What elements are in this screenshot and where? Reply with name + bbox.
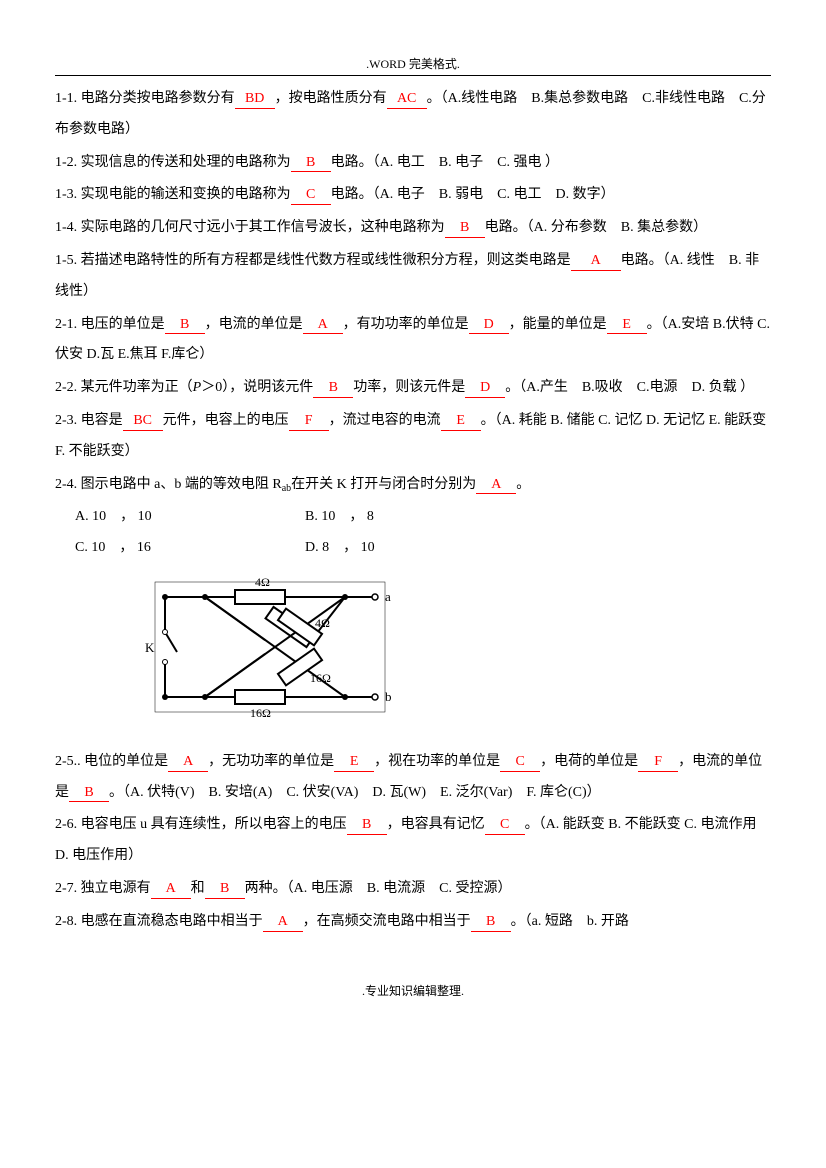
text: 2-7. 独立电源有 <box>55 881 151 896</box>
answer: BC <box>123 413 163 431</box>
text: ，有功功率的单位是 <box>343 317 469 332</box>
text: 2-2. 某元件功率为正（ <box>55 380 193 395</box>
text: 电路。（A. 电工 B. 电子 C. 强电 ） <box>331 155 559 170</box>
text: 。（a. 短路 b. 开路 <box>511 914 629 929</box>
q1-3: 1-3. 实现电能的输送和变换的电路称为C电路。（A. 电子 B. 弱电 C. … <box>55 180 771 211</box>
text: 2-4. 图示电路中 a、b 端的等效电阻 R <box>55 477 282 492</box>
text: ，电流的单位是 <box>205 317 303 332</box>
page-header: .WORD 完美格式. <box>55 55 771 76</box>
answer: B <box>291 155 331 173</box>
answer: A <box>168 754 208 772</box>
answer: B <box>313 380 353 398</box>
text: 电路。（A. 电子 B. 弱电 C. 电工 D. 数字） <box>331 187 615 202</box>
answer: E <box>441 413 481 431</box>
page-footer: .专业知识编辑整理. <box>55 978 771 1004</box>
answer: C <box>291 187 331 205</box>
text: ，电荷的单位是 <box>540 754 638 769</box>
answer: BD <box>235 91 275 109</box>
subscript: ab <box>282 484 291 494</box>
answer: C <box>500 754 540 772</box>
svg-text:4Ω: 4Ω <box>255 575 270 589</box>
text: ，无功功率的单位是 <box>208 754 334 769</box>
q2-4-options: C. 10 ， 16 D. 8 ， 10 <box>55 533 771 564</box>
option-a: A. 10 ， 10 <box>75 502 255 533</box>
text: 。（A. 伏特(V) B. 安培(A) C. 伏安(VA) D. 瓦(W) E.… <box>109 785 601 800</box>
q1-4: 1-4. 实际电路的几何尺寸远小于其工作信号波长，这种电路称为B电路。（A. 分… <box>55 213 771 244</box>
answer: E <box>334 754 374 772</box>
text: ，按电路性质分有 <box>275 91 387 106</box>
text: 1-3. 实现电能的输送和变换的电路称为 <box>55 187 291 202</box>
svg-text:b: b <box>385 689 392 704</box>
text: 1-5. 若描述电路特性的所有方程都是线性代数方程或线性微积分方程，则这类电路是 <box>55 253 571 268</box>
svg-text:16Ω: 16Ω <box>310 671 331 685</box>
answer: F <box>638 754 678 772</box>
text: ＞0），说明该元件 <box>201 380 313 395</box>
answer: C <box>485 817 525 835</box>
text: 2-5.. 电位的单位是 <box>55 754 168 769</box>
answer: AC <box>387 91 427 109</box>
circuit-diagram: 4Ω 16Ω a b K <box>115 572 771 735</box>
text: 和 <box>191 881 205 896</box>
svg-text:K: K <box>145 640 155 655</box>
q2-6: 2-6. 电容电压 u 具有连续性，所以电容上的电压B，电容具有记忆C。（A. … <box>55 810 771 872</box>
q1-2: 1-2. 实现信息的传送和处理的电路称为B电路。（A. 电工 B. 电子 C. … <box>55 148 771 179</box>
text: ，电容具有记忆 <box>387 817 485 832</box>
option-c: C. 10 ， 16 <box>75 533 255 564</box>
option-b: B. 10 ， 8 <box>305 502 485 533</box>
text: 功率，则该元件是 <box>353 380 465 395</box>
q2-1: 2-1. 电压的单位是B，电流的单位是A，有功功率的单位是D，能量的单位是E。（… <box>55 310 771 372</box>
answer: B <box>445 220 485 238</box>
answer: A <box>151 881 191 899</box>
answer: F <box>289 413 329 431</box>
q1-1: 1-1. 电路分类按电路参数分有BD，按电路性质分有AC。（A.线性电路 B.集… <box>55 84 771 146</box>
answer: B <box>205 881 245 899</box>
answer: A <box>303 317 343 335</box>
text: ，视在功率的单位是 <box>374 754 500 769</box>
q2-4-options: A. 10 ， 10 B. 10 ， 8 <box>55 502 771 533</box>
text: 电路。（A. 分布参数 B. 集总参数） <box>485 220 707 235</box>
answer: B <box>165 317 205 335</box>
text: 1-1. 电路分类按电路参数分有 <box>55 91 235 106</box>
text: ，能量的单位是 <box>509 317 607 332</box>
text: 。 <box>516 477 530 492</box>
answer: A <box>476 477 516 495</box>
text: ，流过电容的电流 <box>329 413 441 428</box>
option-d: D. 8 ， 10 <box>305 533 485 564</box>
q1-5: 1-5. 若描述电路特性的所有方程都是线性代数方程或线性微积分方程，则这类电路是… <box>55 246 771 308</box>
answer: D <box>469 317 509 335</box>
answer: A <box>263 914 303 932</box>
q2-7: 2-7. 独立电源有A和B两种。（A. 电压源 B. 电流源 C. 受控源） <box>55 874 771 905</box>
text: 2-6. 电容电压 u 具有连续性，所以电容上的电压 <box>55 817 347 832</box>
answer: A <box>571 253 621 271</box>
q2-2: 2-2. 某元件功率为正（P＞0），说明该元件B功率，则该元件是D。（A.产生 … <box>55 373 771 404</box>
answer: B <box>347 817 387 835</box>
answer: B <box>471 914 511 932</box>
q2-3: 2-3. 电容是BC元件，电容上的电压F，流过电容的电流E。（A. 耗能 B. … <box>55 406 771 468</box>
italic-p: P <box>193 380 202 395</box>
text: 。（A.产生 B.吸收 C.电源 D. 负载 ） <box>505 380 754 395</box>
text: 2-1. 电压的单位是 <box>55 317 165 332</box>
svg-text:16Ω: 16Ω <box>250 706 271 720</box>
q2-4: 2-4. 图示电路中 a、b 端的等效电阻 Rab在开关 K 打开与闭合时分别为… <box>55 470 771 501</box>
text: 1-4. 实际电路的几何尺寸远小于其工作信号波长，这种电路称为 <box>55 220 445 235</box>
text: 1-2. 实现信息的传送和处理的电路称为 <box>55 155 291 170</box>
text: 2-8. 电感在直流稳态电路中相当于 <box>55 914 263 929</box>
text: 2-3. 电容是 <box>55 413 123 428</box>
answer: E <box>607 317 647 335</box>
text: 两种。（A. 电压源 B. 电流源 C. 受控源） <box>245 881 512 896</box>
answer: D <box>465 380 505 398</box>
svg-text:a: a <box>385 589 391 604</box>
text: 在开关 K 打开与闭合时分别为 <box>291 477 476 492</box>
q2-5: 2-5.. 电位的单位是A，无功功率的单位是E，视在功率的单位是C，电荷的单位是… <box>55 747 771 809</box>
answer: B <box>69 785 109 803</box>
text: ，在高频交流电路中相当于 <box>303 914 471 929</box>
q2-8: 2-8. 电感在直流稳态电路中相当于A，在高频交流电路中相当于B。（a. 短路 … <box>55 907 771 938</box>
svg-text:4Ω: 4Ω <box>315 616 330 630</box>
text: 元件，电容上的电压 <box>163 413 289 428</box>
